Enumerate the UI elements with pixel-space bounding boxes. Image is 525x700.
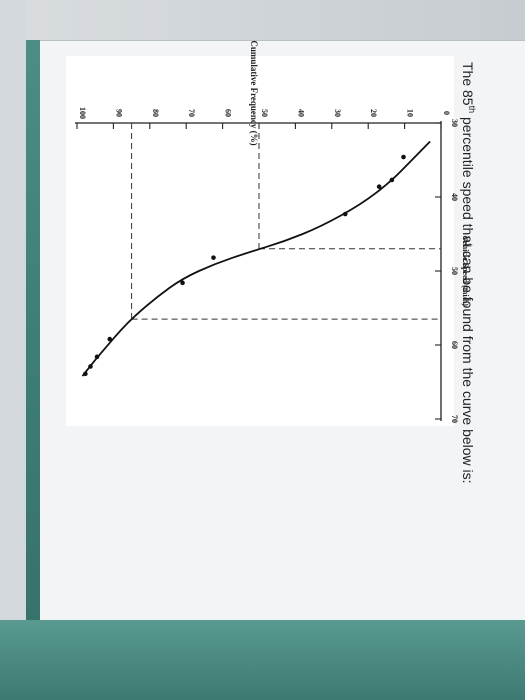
x-tick-label: 60 <box>450 341 459 349</box>
x-tick-label: 30 <box>450 119 459 127</box>
x-tick-label: 50 <box>450 267 459 275</box>
y-tick-label: 90 <box>114 109 123 117</box>
question-suffix: percentile speed that can be found from … <box>460 113 476 483</box>
background-bottom <box>0 620 525 700</box>
x-tick-label: 70 <box>450 415 459 423</box>
data-point <box>389 177 395 183</box>
x-tick-label: 40 <box>450 193 459 201</box>
y-tick-label: 30 <box>333 109 342 117</box>
y-tick-label: 0 <box>442 111 451 115</box>
data-point <box>88 364 93 369</box>
y-axis-label: Cumulative Frequency (%) <box>249 40 259 145</box>
question-prefix: The 85 <box>460 62 476 106</box>
data-point <box>180 280 185 286</box>
cumulative-curve <box>81 140 431 377</box>
data-point <box>94 354 100 360</box>
y-tick-label: 40 <box>296 109 305 117</box>
data-point <box>107 336 113 342</box>
data-point <box>401 154 406 160</box>
data-point <box>376 184 382 189</box>
question-text-group: The 85th percentile speed that can be fo… <box>460 62 477 484</box>
question-superscript: th <box>467 106 477 114</box>
question-text: The 85th percentile speed that can be fo… <box>460 62 477 484</box>
y-tick-label: 70 <box>187 109 196 117</box>
y-tick-label: 20 <box>369 109 378 117</box>
y-tick-label: 60 <box>224 109 233 117</box>
plot-area: 30 40 50 60 70 0 10 20 30 40 50 60 70 80 90 100 Vehicle … <box>75 40 470 423</box>
y-tick-label: 100 <box>78 107 87 119</box>
y-tick-label: 50 <box>260 109 269 117</box>
data-point <box>342 211 348 217</box>
data-point <box>83 371 88 377</box>
figure-background <box>66 56 454 426</box>
y-tick-label: 10 <box>406 109 415 117</box>
y-tick-label: 80 <box>151 109 160 117</box>
x-axis-label: Vehicle Speed (mi/h) <box>461 236 470 306</box>
background-left <box>0 0 26 700</box>
background-top <box>0 0 525 40</box>
data-point <box>211 255 216 260</box>
